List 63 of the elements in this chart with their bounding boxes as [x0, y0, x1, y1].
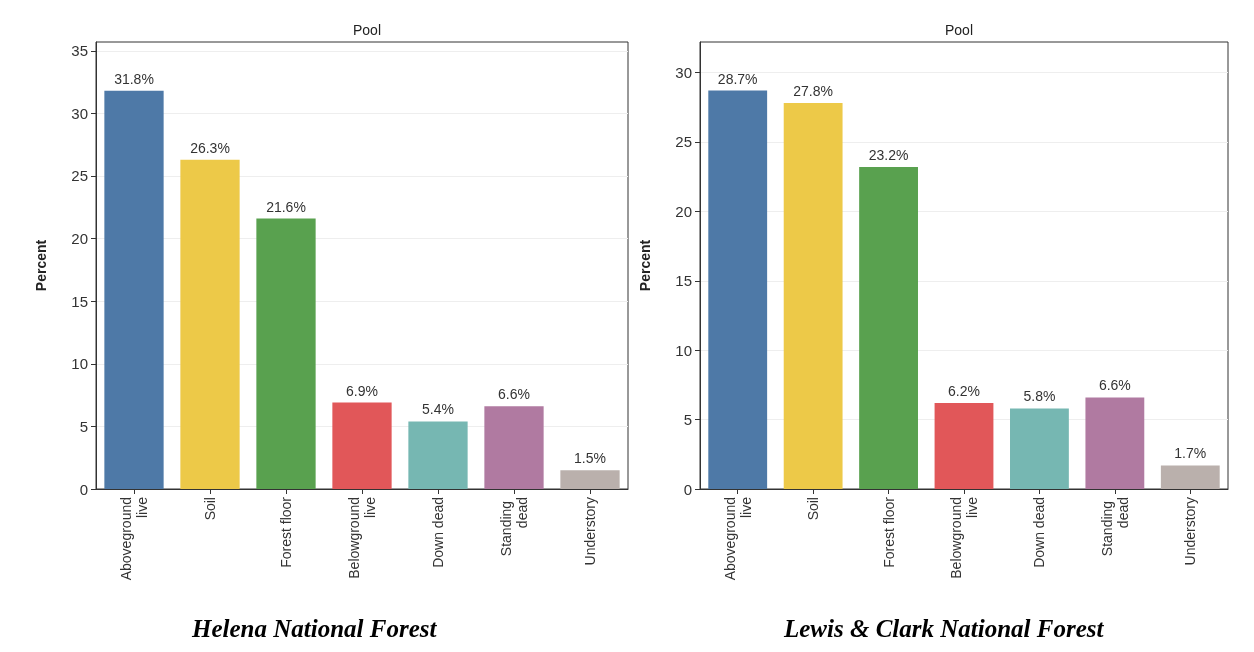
bar [332, 402, 392, 489]
chart-title: Pool [352, 22, 382, 38]
data-label: 5.8% [1023, 388, 1056, 405]
data-label: 1.7% [1174, 445, 1207, 462]
data-label: 21.6% [266, 198, 306, 215]
x-tick-label: Soil [202, 497, 218, 521]
data-label: 6.9% [346, 382, 378, 399]
bar [934, 402, 994, 489]
y-tick-label: 10 [675, 341, 692, 359]
bar [484, 406, 544, 489]
x-tick-label: Down dead [1031, 497, 1048, 568]
data-label: 28.7% [717, 70, 758, 87]
bar [408, 421, 468, 489]
x-tick-label: Forest floor [278, 496, 294, 568]
y-tick-label: 20 [71, 230, 88, 248]
data-label: 6.6% [1098, 377, 1131, 394]
bar [1085, 397, 1145, 489]
x-tick-label: Standing dead [498, 497, 530, 557]
bar [783, 103, 843, 489]
data-label: 27.8% [793, 83, 833, 100]
y-tick-label: 35 [71, 42, 88, 60]
bar [560, 470, 620, 489]
x-tick-label: Down dead [430, 497, 446, 568]
y-tick-label: 10 [71, 355, 88, 373]
text: Helena National Forest [191, 615, 438, 642]
x-tick-label: Understory [1182, 497, 1199, 566]
y-axis-title: Percent [33, 239, 49, 292]
y-tick-label: 15 [675, 272, 692, 290]
bar [180, 159, 240, 489]
x-tick-label: Understory [582, 497, 598, 566]
x-tick-label: Belowground live [948, 496, 980, 579]
x-tick-label: Standing dead [1098, 497, 1131, 557]
text: Lewis & Clark National Forest [783, 615, 1105, 642]
x-tick-label: Forest floor [880, 496, 897, 568]
bar [1010, 408, 1069, 489]
data-label: 1.5% [574, 450, 606, 467]
x-tick-label: Soil [805, 497, 822, 521]
y-axis-title: Percent [637, 239, 653, 292]
x-tick-label: Aboveground live [118, 496, 150, 581]
y-tick-label: 30 [71, 104, 88, 122]
y-tick-label: 5 [683, 411, 692, 429]
bar [256, 218, 316, 489]
x-tick-label: Belowground live [346, 496, 378, 579]
x-tick-label: Aboveground live [721, 496, 754, 581]
y-tick-label: 15 [71, 292, 88, 310]
y-tick-label: 0 [79, 480, 88, 498]
data-label: 23.2% [868, 146, 909, 163]
chart-title: Pool [944, 22, 974, 38]
y-tick-label: 25 [675, 133, 692, 151]
bar [1160, 465, 1220, 489]
y-tick-label: 20 [675, 202, 692, 220]
data-label: 5.4% [422, 401, 454, 418]
bar [708, 90, 768, 489]
bar [104, 90, 164, 489]
y-tick-label: 25 [71, 167, 88, 185]
y-tick-label: 30 [675, 64, 692, 82]
data-label: 6.2% [948, 382, 980, 399]
y-tick-label: 0 [683, 480, 692, 498]
data-label: 26.3% [190, 139, 230, 156]
data-label: 31.8% [114, 70, 154, 87]
y-tick-label: 5 [79, 417, 88, 435]
bar [859, 166, 918, 489]
data-label: 6.6% [498, 386, 530, 403]
